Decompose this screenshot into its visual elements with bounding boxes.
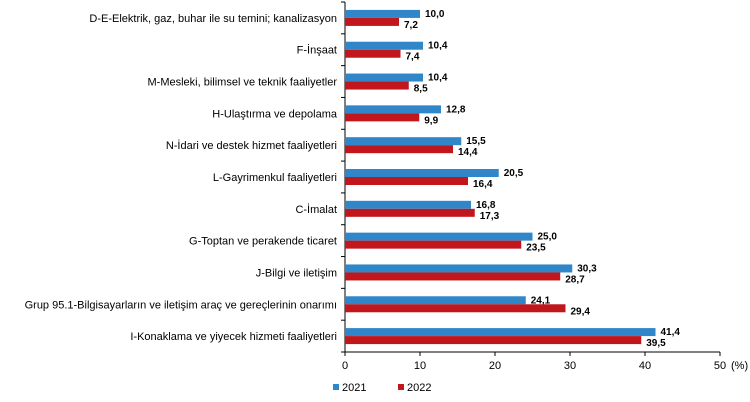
bar-2021	[345, 169, 499, 177]
data-label-2022: 8,5	[414, 84, 428, 95]
data-label-2021: 12,8	[446, 104, 466, 115]
category-label: I-Konaklama ve yiyecek hizmeti faaliyetl…	[130, 331, 337, 343]
data-label-2021: 10,0	[425, 9, 445, 20]
x-tick-label: 50	[714, 360, 726, 372]
category-label: N-İdari ve destek hizmet faaliyetleri	[166, 139, 337, 152]
legend-label-2021: 2021	[342, 382, 366, 394]
category-label: J-Bilgi ve iletişim	[256, 267, 337, 279]
bar-2021	[345, 328, 656, 337]
bar-2021	[345, 73, 423, 82]
bar-2022	[345, 304, 566, 313]
legend-swatch-2021	[333, 384, 339, 390]
bar-2021	[345, 200, 471, 209]
bar-2022	[345, 208, 475, 217]
data-label-2021: 20,5	[504, 168, 524, 179]
bar-2022	[345, 272, 561, 281]
category-label: C-İmalat	[295, 203, 337, 216]
bar-2021	[345, 105, 441, 114]
data-label-2021: 10,4	[428, 73, 448, 84]
data-label-2022: 39,5	[646, 338, 666, 349]
legend-swatch-2022	[398, 384, 404, 390]
data-label-2022: 29,4	[571, 306, 591, 317]
category-label: F-İnşaat	[297, 44, 337, 57]
bar-2021	[345, 41, 423, 50]
bar-2022	[345, 49, 401, 58]
bar-2022	[345, 145, 453, 154]
data-label-2021: 24,1	[531, 295, 551, 306]
bar-2021	[345, 264, 573, 273]
data-label-2022: 23,5	[526, 243, 546, 254]
category-label: Grup 95.1-Bilgisayarların ve iletişim ar…	[25, 299, 337, 311]
bar-2022	[345, 17, 399, 26]
category-label: D-E-Elektrik, gaz, buhar ile su temini; …	[89, 13, 337, 25]
x-tick-label: 30	[564, 360, 576, 372]
data-label-2021: 15,5	[466, 136, 486, 147]
data-label-2021: 41,4	[661, 327, 681, 338]
data-label-2021: 30,3	[577, 263, 597, 274]
bar-2022	[345, 81, 409, 90]
bar-2022	[345, 177, 468, 185]
data-label-2022: 17,3	[480, 211, 500, 222]
x-tick-label: 20	[489, 360, 501, 372]
bar-2021	[345, 137, 462, 146]
bar-2022	[345, 240, 522, 249]
data-label-2021: 25,0	[538, 232, 558, 243]
data-label-2022: 9,9	[424, 115, 438, 126]
bar-2021	[345, 296, 526, 305]
data-label-2022: 7,4	[406, 52, 420, 63]
data-label-2022: 16,4	[473, 179, 493, 190]
bar-2022	[345, 336, 642, 345]
data-label-2021: 10,4	[428, 41, 448, 52]
bar-2021	[345, 232, 533, 241]
bar-2022	[345, 113, 420, 122]
x-unit-label: (%)	[731, 360, 748, 372]
legend-label-2022: 2022	[407, 382, 431, 394]
category-label: M-Mesleki, bilimsel ve teknik faaliyetle…	[148, 77, 338, 89]
category-label: G-Toptan ve perakende ticaret	[189, 236, 337, 248]
data-label-2022: 7,2	[404, 20, 418, 31]
category-label: H-Ulaştırma ve depolama	[212, 108, 338, 120]
x-tick-label: 10	[414, 360, 426, 372]
data-label-2022: 14,4	[458, 147, 478, 158]
data-label-2021: 16,8	[476, 200, 496, 211]
data-label-2022: 28,7	[565, 274, 585, 285]
category-label: L-Gayrimenkul faaliyetleri	[213, 172, 337, 184]
bar-2021	[345, 9, 420, 18]
x-tick-label: 40	[639, 360, 651, 372]
x-tick-label: 0	[342, 360, 348, 372]
